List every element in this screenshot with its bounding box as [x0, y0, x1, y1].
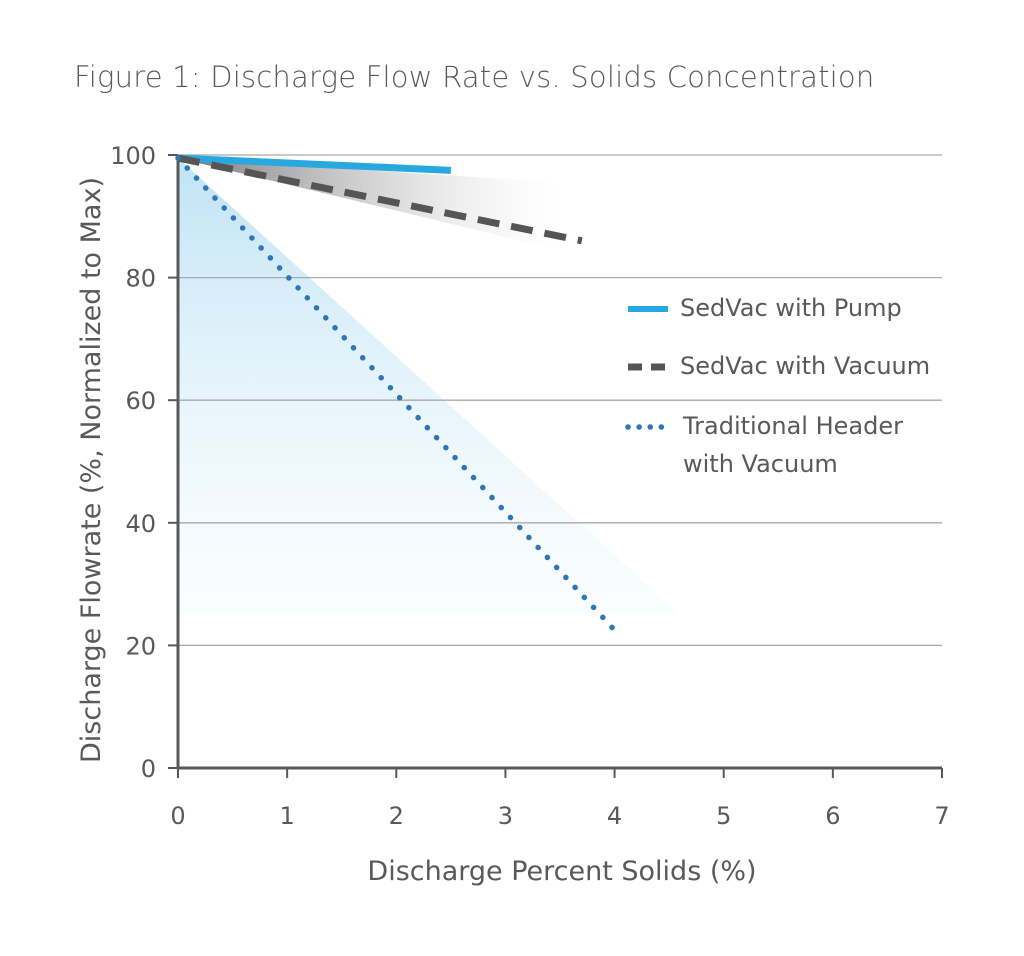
legend-label-1: SedVac with Pump	[680, 294, 902, 322]
legend-label-3: Traditional Header with Vacuum	[683, 412, 903, 478]
x-tick-label-5: 5	[716, 802, 731, 830]
chart-title: Figure 1: Discharge Flow Rate vs. Solids…	[74, 60, 875, 94]
series-line-1	[177, 154, 452, 174]
x-tick-label-1: 1	[280, 802, 295, 830]
y-tick-label-100: 100	[110, 142, 156, 170]
grid-lines	[178, 154, 942, 647]
y-tick-label-40: 40	[125, 510, 156, 538]
x-tick-label-3: 3	[498, 802, 513, 830]
x-axis-label: Discharge Percent Solids (%)	[367, 856, 756, 887]
axes	[168, 154, 943, 778]
dotted-series-shade	[178, 158, 681, 615]
dashed-series-shade	[178, 158, 560, 251]
y-axis-label: Discharge Flowrate (%, Normalized to Max…	[76, 177, 107, 763]
series-line-3	[175, 155, 618, 633]
y-tick-label-20: 20	[125, 632, 156, 660]
y-tick-label-80: 80	[125, 265, 156, 293]
x-tick-label-7: 7	[934, 802, 949, 830]
tick-labels: 0 1 2 3 4 5 6 7 0 20 40 60 80 100	[110, 142, 949, 830]
legend-label-2: SedVac with Vacuum	[680, 352, 931, 380]
legend	[625, 306, 675, 430]
x-tick-label-4: 4	[607, 802, 622, 830]
series-lines	[175, 154, 618, 633]
x-tick-label-2: 2	[389, 802, 404, 830]
series-shading	[178, 158, 681, 615]
x-tick-label-6: 6	[825, 802, 840, 830]
x-tick-label-0: 0	[170, 802, 185, 830]
y-tick-label-0: 0	[141, 755, 156, 783]
y-tick-label-60: 60	[125, 387, 156, 415]
series-line-2	[177, 154, 583, 245]
